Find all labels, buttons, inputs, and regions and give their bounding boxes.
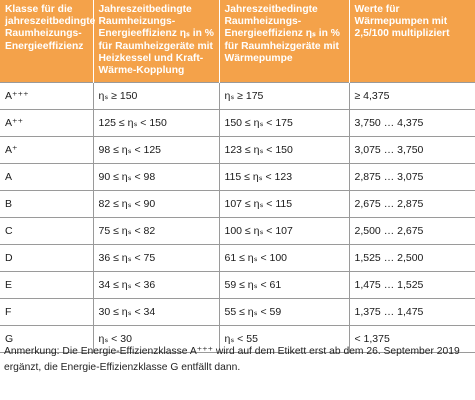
class-cell: D	[0, 244, 93, 272]
factor-range-cell: 2,675 … 2,875	[348, 190, 475, 218]
factor-range-cell: 1,475 … 1,525	[348, 271, 475, 299]
boiler-range-cell: 75 ≤ ηₛ < 82	[92, 217, 219, 245]
table-row: A 90 ≤ ηₛ < 98 115 ≤ ηₛ < 123 2,875 … 3,…	[0, 163, 475, 191]
table-row: F 30 ≤ ηₛ < 34 55 ≤ ηₛ < 59 1,375 … 1,47…	[0, 298, 475, 326]
boiler-range-cell: 82 ≤ ηₛ < 90	[92, 190, 219, 218]
class-cell: A⁺⁺	[0, 109, 93, 137]
boiler-range-cell: 30 ≤ ηₛ < 34	[92, 298, 219, 326]
header-row: Klasse für die jahreszeitbedingte Raumhe…	[0, 0, 475, 83]
table-row: A⁺ 98 ≤ ηₛ < 125 123 ≤ ηₛ < 150 3,075 … …	[0, 136, 475, 164]
efficiency-class-table: Klasse für die jahreszeitbedingte Raumhe…	[0, 0, 475, 353]
factor-range-cell: < 1,375	[348, 325, 475, 353]
boiler-range-cell: ηₛ < 30	[92, 325, 219, 353]
heatpump-range-cell: ηₛ ≥ 175	[218, 82, 349, 110]
table-body: A⁺⁺⁺ ηₛ ≥ 150 ηₛ ≥ 175 ≥ 4,375 A⁺⁺ 125 ≤…	[0, 82, 475, 353]
heatpump-range-cell: 115 ≤ ηₛ < 123	[218, 163, 349, 191]
heatpump-range-cell: 59 ≤ ηₛ < 61	[218, 271, 349, 299]
class-cell: B	[0, 190, 93, 218]
heatpump-range-cell: 107 ≤ ηₛ < 115	[218, 190, 349, 218]
heatpump-range-cell: 100 ≤ ηₛ < 107	[218, 217, 349, 245]
factor-range-cell: 1,375 … 1,475	[348, 298, 475, 326]
heatpump-range-cell: 123 ≤ ηₛ < 150	[218, 136, 349, 164]
class-cell: C	[0, 217, 93, 245]
table-row: D 36 ≤ ηₛ < 75 61 ≤ ηₛ < 100 1,525 … 2,5…	[0, 244, 475, 272]
table-row: C 75 ≤ ηₛ < 82 100 ≤ ηₛ < 107 2,500 … 2,…	[0, 217, 475, 245]
heatpump-range-cell: ηₛ < 55	[218, 325, 349, 353]
table-row: E 34 ≤ ηₛ < 36 59 ≤ ηₛ < 61 1,475 … 1,52…	[0, 271, 475, 299]
class-cell: A⁺⁺⁺	[0, 82, 93, 110]
class-cell: F	[0, 298, 93, 326]
heatpump-range-cell: 150 ≤ ηₛ < 175	[218, 109, 349, 137]
heatpump-range-cell: 55 ≤ ηₛ < 59	[218, 298, 349, 326]
class-cell: G	[0, 325, 93, 353]
factor-range-cell: 3,750 … 4,375	[348, 109, 475, 137]
table-row: B 82 ≤ ηₛ < 90 107 ≤ ηₛ < 115 2,675 … 2,…	[0, 190, 475, 218]
header-class: Klasse für die jahreszeitbedingte Raumhe…	[0, 0, 95, 83]
boiler-range-cell: 36 ≤ ηₛ < 75	[92, 244, 219, 272]
boiler-range-cell: ηₛ ≥ 150	[92, 82, 219, 110]
boiler-range-cell: 90 ≤ ηₛ < 98	[92, 163, 219, 191]
class-cell: A	[0, 163, 93, 191]
header-boiler-efficiency: Jahreszeitbedingte Raumheizungs-Energiee…	[92, 0, 219, 83]
table-row: A⁺⁺ 125 ≤ ηₛ < 150 150 ≤ ηₛ < 175 3,750 …	[0, 109, 475, 137]
factor-range-cell: 1,525 … 2,500	[348, 244, 475, 272]
table-header: Klasse für die jahreszeitbedingte Raumhe…	[0, 0, 475, 83]
boiler-range-cell: 98 ≤ ηₛ < 125	[92, 136, 219, 164]
factor-range-cell: 2,500 … 2,675	[348, 217, 475, 245]
header-heatpump-efficiency: Jahreszeitbedingte Raumheizungs-Energiee…	[218, 0, 349, 83]
factor-range-cell: 3,075 … 3,750	[348, 136, 475, 164]
footnote: Anmerkung: Die Energie-Effizienzklasse A…	[4, 346, 460, 373]
table-row: A⁺⁺⁺ ηₛ ≥ 150 ηₛ ≥ 175 ≥ 4,375	[0, 82, 475, 110]
class-cell: A⁺	[0, 136, 93, 164]
boiler-range-cell: 125 ≤ ηₛ < 150	[92, 109, 219, 137]
boiler-range-cell: 34 ≤ ηₛ < 36	[92, 271, 219, 299]
header-heatpump-factor: Werte für Wärmepumpen mit 2,5/100 multip…	[348, 0, 475, 83]
factor-range-cell: ≥ 4,375	[348, 82, 475, 110]
factor-range-cell: 2,875 … 3,075	[348, 163, 475, 191]
heatpump-range-cell: 61 ≤ ηₛ < 100	[218, 244, 349, 272]
table-row: G ηₛ < 30 ηₛ < 55 < 1,375	[0, 325, 475, 353]
class-cell: E	[0, 271, 93, 299]
